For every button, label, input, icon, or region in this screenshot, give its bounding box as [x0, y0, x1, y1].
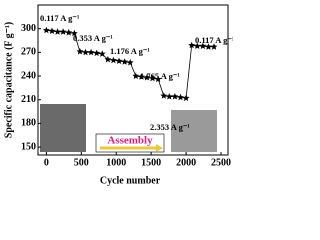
inset-image-left — [40, 104, 86, 152]
star-marker — [93, 49, 101, 57]
star-marker — [70, 29, 78, 37]
rate-annotation: 2.353 A g⁻¹ — [150, 122, 190, 132]
star-marker — [154, 75, 162, 83]
assembly-label: Assembly — [107, 135, 153, 147]
star-marker — [126, 59, 134, 66]
x-axis-label: Cycle number — [100, 175, 161, 186]
star-marker — [87, 48, 95, 56]
rate-annotation: 0.117 A g⁻¹ — [195, 35, 233, 45]
inset-image-right — [171, 110, 217, 152]
rate-annotation: 0.117 A g⁻¹ — [40, 13, 80, 23]
x-tick-label: 500 — [74, 157, 89, 168]
star-marker — [210, 43, 218, 50]
star-marker — [171, 93, 179, 100]
star-marker — [82, 48, 89, 56]
y-tick-label: 210 — [21, 94, 36, 105]
y-tick-label: 270 — [21, 47, 36, 58]
star-marker — [43, 26, 50, 34]
star-marker — [132, 72, 140, 79]
rate-annotation: 0.353 A g⁻¹ — [73, 33, 113, 43]
star-marker — [149, 74, 156, 82]
y-tick-label: 240 — [21, 70, 36, 81]
star-marker — [54, 28, 61, 35]
rate-annotation: 1.176 A g⁻¹ — [110, 46, 150, 56]
y-tick-label: 150 — [21, 141, 36, 152]
star-marker — [188, 41, 196, 49]
star-marker — [165, 93, 173, 100]
star-marker — [110, 56, 117, 64]
star-marker — [160, 92, 168, 99]
star-marker — [182, 94, 190, 102]
star-marker — [143, 74, 151, 81]
x-tick-label: 1500 — [141, 157, 161, 168]
star-marker — [193, 42, 201, 49]
y-axis-label: Specific capacitance (F g⁻¹) — [3, 22, 14, 138]
chart: Assembly Cycle number Specific capacitan… — [3, 4, 233, 186]
star-marker — [59, 28, 67, 35]
plot-frame — [37, 4, 229, 156]
star-marker — [138, 73, 145, 80]
y-tick-label: 180 — [21, 118, 36, 129]
x-tick-label: 2000 — [176, 157, 196, 168]
y-tick-label: 300 — [21, 23, 36, 34]
star-marker — [98, 50, 106, 57]
x-tick-label: 1000 — [106, 157, 126, 168]
star-marker — [177, 93, 184, 101]
star-marker — [199, 42, 207, 49]
star-marker — [65, 29, 73, 36]
star-marker — [121, 58, 128, 65]
star-marker — [205, 43, 212, 50]
assembly-arrowhead — [156, 144, 163, 152]
star-marker — [104, 55, 112, 63]
star-marker — [48, 27, 56, 34]
star-marker — [115, 57, 123, 64]
x-tick-label: 2500 — [211, 157, 231, 168]
rate-annotation: 1.765 A g⁻¹ — [140, 71, 180, 81]
star-marker — [76, 48, 84, 55]
x-tick-label: 0 — [44, 157, 49, 168]
